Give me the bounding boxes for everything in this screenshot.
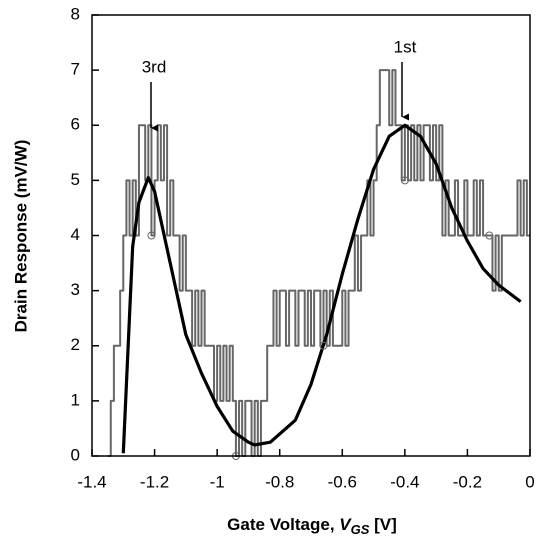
data-point bbox=[147, 231, 156, 240]
y-axis-label: Drain Response (mV/W) bbox=[11, 140, 30, 333]
data-point bbox=[400, 176, 409, 185]
x-tick-label: -1.2 bbox=[140, 472, 169, 491]
x-tick-label: -1 bbox=[210, 472, 225, 491]
x-tick-label: 0 bbox=[525, 472, 534, 491]
x-tick-label: -0.4 bbox=[390, 472, 419, 491]
y-tick-label: 8 bbox=[71, 4, 80, 23]
data-point bbox=[319, 341, 328, 350]
x-axis-label: Gate Voltage, VGS [V] bbox=[227, 515, 397, 537]
x-tick-label: -0.8 bbox=[265, 472, 294, 491]
annotation: 1st bbox=[394, 37, 417, 56]
y-tick-label: 1 bbox=[71, 390, 80, 409]
fit-line bbox=[121, 123, 522, 454]
annotation: 3rd bbox=[142, 57, 167, 76]
y-tick-label: 6 bbox=[71, 115, 80, 134]
measured-line bbox=[107, 69, 530, 457]
y-tick-label: 0 bbox=[71, 445, 80, 464]
plot-frame bbox=[91, 14, 531, 457]
x-tick-label: -0.2 bbox=[453, 472, 482, 491]
x-tick-label: -0.6 bbox=[328, 472, 357, 491]
y-tick-label: 2 bbox=[71, 335, 80, 354]
y-tick-label: 7 bbox=[71, 60, 80, 79]
data-point bbox=[485, 231, 494, 240]
y-tick-label: 4 bbox=[71, 225, 80, 244]
y-tick-label: 5 bbox=[71, 170, 80, 189]
x-tick-label: -1.4 bbox=[77, 472, 106, 491]
y-tick-label: 3 bbox=[71, 280, 80, 299]
